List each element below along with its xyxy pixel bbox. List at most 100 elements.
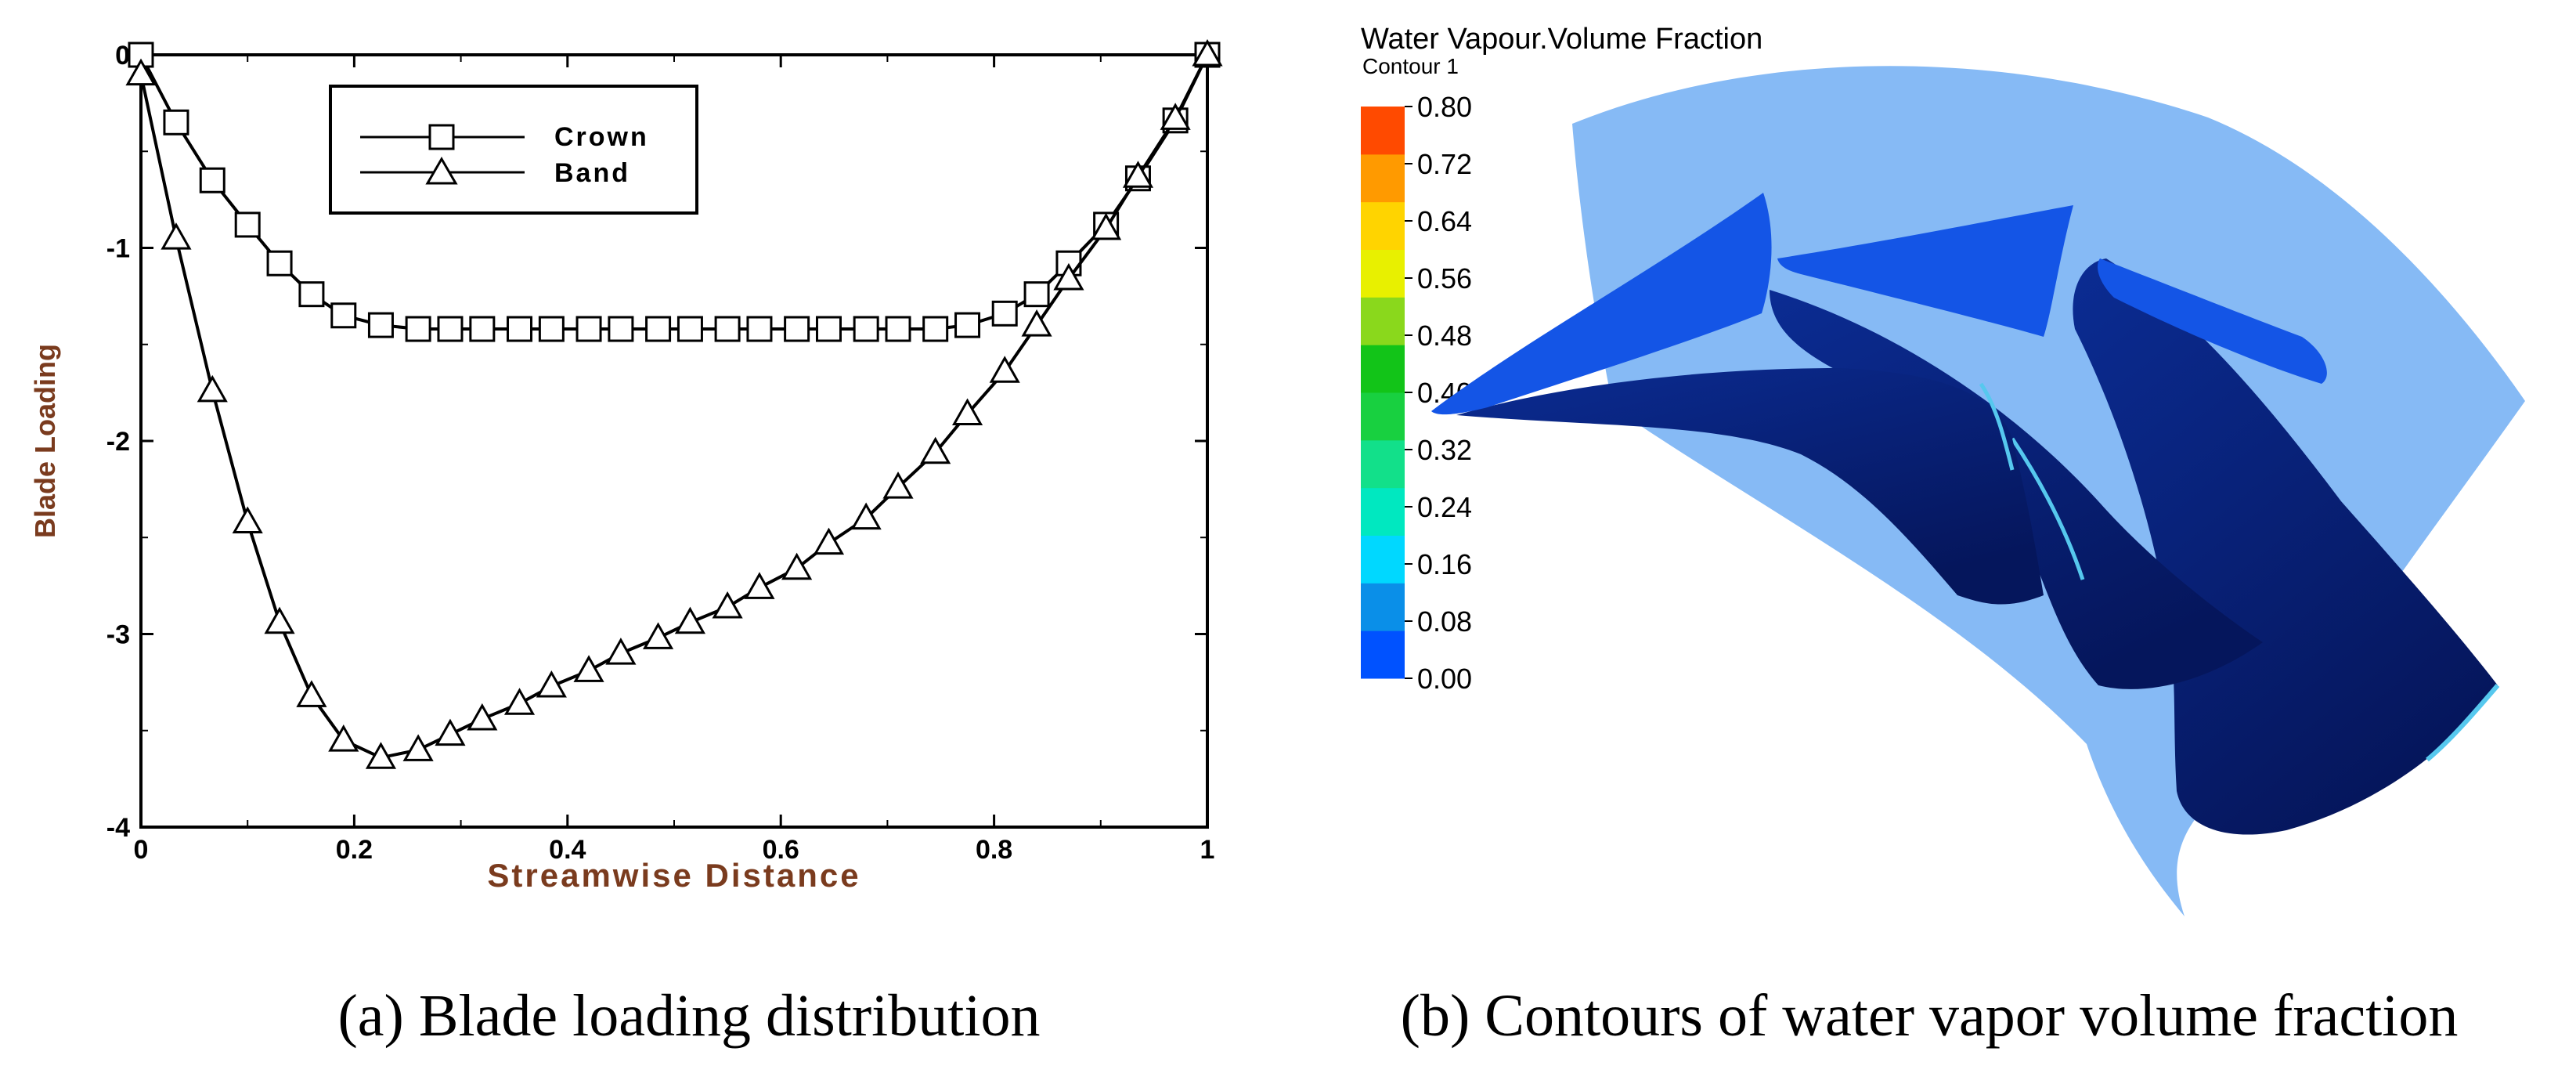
data-point-band (1160, 103, 1191, 130)
x-tick-label: 0.4 (549, 835, 586, 865)
x-axis-ticks: 0 0.2 0.4 0.6 0.8 1 (134, 55, 1215, 865)
y-axis-ticks: 0 -1 -2 -3 -4 (106, 41, 1207, 843)
data-point-crown (676, 316, 703, 342)
colorbar-tick-label: 0.56 (1417, 262, 1472, 294)
y-tick-label: -2 (106, 427, 130, 457)
blade-3 (2073, 258, 2498, 835)
colorbar-ticks: 0.800.720.640.560.480.400.320.240.160.08… (1405, 91, 1472, 695)
data-point-band (467, 703, 498, 731)
series-band (125, 38, 1223, 769)
data-point-band (882, 472, 914, 499)
x-tick-label: 0.8 (976, 835, 1012, 865)
colorbar (1361, 107, 1405, 679)
data-point-band (232, 506, 263, 534)
data-point-band (573, 655, 604, 682)
colorbar-tick-label: 0.80 (1417, 91, 1472, 123)
legend-marker-band (425, 157, 458, 185)
data-point-crown (234, 211, 261, 238)
data-point-band (328, 724, 359, 752)
data-point-band (1122, 161, 1154, 188)
colorbar-segment (1361, 535, 1405, 584)
blade-2-edge (2010, 437, 2085, 580)
colorbar-tick-label: 0.32 (1417, 434, 1472, 466)
data-point-crown (507, 316, 533, 342)
legend-label-crown: Crown (554, 122, 649, 152)
colorbar-segment (1361, 201, 1405, 250)
data-point-crown (330, 302, 357, 329)
data-point-crown (199, 167, 225, 193)
colorbar-segment (1361, 392, 1405, 441)
data-point-crown (298, 281, 325, 308)
data-point-band (605, 638, 637, 665)
legend-marker-crown (428, 124, 455, 150)
colorbar-segment (1361, 487, 1405, 536)
colorbar-segment (1361, 154, 1405, 203)
caption-b: (b) Contours of water vapor volume fract… (1401, 983, 2459, 1049)
blade-2-tip (1777, 205, 2073, 337)
data-point-crown (784, 316, 810, 342)
data-point-band (712, 591, 743, 619)
colorbar-segment (1361, 297, 1405, 345)
blade-1-edge (1979, 382, 2015, 471)
colorbar-segment (1361, 107, 1405, 155)
data-point-crown (746, 316, 773, 342)
data-point-crown (266, 250, 293, 276)
x-tick-label: 0 (134, 835, 149, 865)
blade-1 (1456, 368, 2044, 605)
blade-3-tip (2098, 258, 2327, 384)
colorbar-segment (1361, 249, 1405, 298)
colorbar-segment (1361, 439, 1405, 489)
data-point-band (920, 436, 951, 464)
data-point-band (503, 688, 536, 715)
y-tick-label: -3 (106, 620, 130, 650)
data-point-band (161, 222, 192, 250)
colorbar-tick-label: 0.64 (1417, 205, 1472, 237)
data-point-band (536, 670, 567, 698)
data-point-crown (367, 312, 394, 338)
colorbar-tick-label: 0.48 (1417, 320, 1472, 352)
legend: Crown Band (329, 85, 698, 215)
data-point-crown (645, 316, 672, 342)
caption-a: (a) Blade loading distribution (337, 983, 1040, 1049)
data-point-band (850, 502, 882, 530)
data-point-band (1192, 38, 1223, 67)
data-point-band (744, 572, 775, 599)
y-tick-label: 0 (115, 41, 130, 70)
colorbar-segment (1361, 583, 1405, 631)
data-point-crown (922, 316, 949, 342)
x-tick-label: 1 (1200, 835, 1215, 865)
vapor-fraction-contour: Water Vapour.Volume Fraction Contour 1 0… (1361, 23, 2525, 1049)
colorbar-tick-label: 0.08 (1417, 605, 1472, 638)
data-point-crown (405, 316, 431, 342)
data-point-crown (954, 312, 981, 338)
data-point-crown (575, 316, 602, 342)
blade-loading-chart: 0 -1 -2 -3 -4 0 0.2 0.4 0.6 0.8 1 Blade Loading S… (29, 38, 1223, 1049)
colorbar-segment (1361, 345, 1405, 393)
data-point-band (1053, 262, 1084, 291)
data-point-crown (815, 316, 842, 342)
data-point-band (402, 734, 434, 761)
x-axis-label: Streamwise Distance (487, 857, 860, 894)
data-point-band (435, 718, 466, 746)
legend-box (329, 85, 698, 215)
data-point-crown (991, 300, 1018, 327)
data-point-band (197, 374, 228, 403)
data-point-band (674, 606, 706, 634)
data-point-band (125, 58, 157, 86)
legend-label-band: Band (554, 158, 630, 188)
data-point-band (642, 622, 674, 649)
data-point-band (989, 356, 1020, 383)
data-point-band (365, 742, 397, 769)
data-point-crown (538, 316, 565, 342)
colorbar-tick-label: 0.00 (1417, 663, 1472, 695)
x-tick-label: 0.6 (763, 835, 799, 865)
data-point-band (813, 527, 845, 555)
data-point-crown (885, 316, 911, 342)
colorbar-tick-label: 0.72 (1417, 148, 1472, 180)
contour-title: Water Vapour.Volume Fraction (1361, 23, 1762, 56)
data-point-crown (163, 109, 189, 136)
data-point-crown (437, 316, 464, 342)
data-point-band (1021, 309, 1052, 337)
data-point-band (781, 552, 813, 580)
